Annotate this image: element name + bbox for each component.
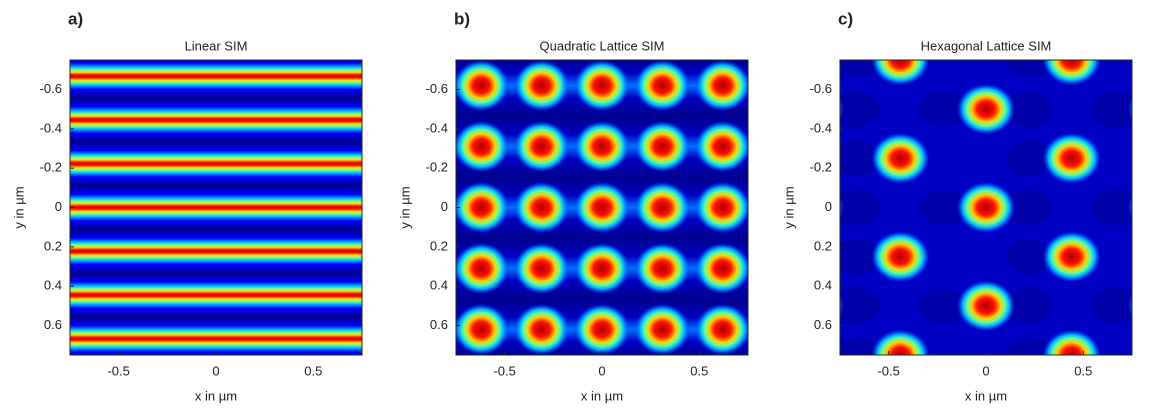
- heatmap: [456, 60, 748, 355]
- panel: c) Hexagonal Lattice SIM -0.5 0 0.5 -0.6 -0.4 -…: [781, 9, 1133, 403]
- x-tick-label: 0: [982, 363, 989, 378]
- panel: a) Linear SIM -0.5 0 0.5 -0.6 -0.4 -0.2 0 0.2 0.4 0…: [11, 9, 363, 403]
- y-axis-label: y in µm: [781, 186, 796, 228]
- y-axis-label: y in µm: [397, 186, 412, 228]
- y-tick-label: -0.2: [40, 160, 62, 175]
- y-tick-label: 0.4: [44, 278, 62, 293]
- chart-title: Linear SIM: [185, 38, 248, 53]
- x-tick-label: -0.5: [107, 363, 129, 378]
- y-tick-label: 0.4: [814, 278, 832, 293]
- y-tick-label: 0: [825, 199, 832, 214]
- x-axis-label: x in µm: [581, 388, 623, 403]
- heatmap: [70, 60, 362, 355]
- y-tick-label: 0.6: [814, 317, 832, 332]
- chart-title: Hexagonal Lattice SIM: [921, 38, 1052, 53]
- y-tick-label: 0.6: [44, 317, 62, 332]
- chart-title: Quadratic Lattice SIM: [540, 38, 665, 53]
- x-tick-label: 0.5: [690, 363, 708, 378]
- x-tick-label: 0.5: [1074, 363, 1092, 378]
- x-tick-label: 0: [598, 363, 605, 378]
- y-tick-label: 0.2: [430, 238, 448, 253]
- y-tick-label: 0: [55, 199, 62, 214]
- x-tick-label: 0.5: [304, 363, 322, 378]
- y-axis-label: y in µm: [11, 186, 26, 228]
- panel: b) Quadratic Lattice SIM -0.5 0 0.5 -0.6 -0.4 -…: [397, 9, 749, 403]
- x-axis-label: x in µm: [195, 388, 237, 403]
- y-tick-label: -0.2: [810, 160, 832, 175]
- x-tick-label: 0: [212, 363, 219, 378]
- panel-label: b): [454, 9, 470, 28]
- x-tick-label: -0.5: [493, 363, 515, 378]
- y-tick-label: -0.4: [40, 120, 62, 135]
- x-axis-label: x in µm: [965, 388, 1007, 403]
- y-tick-label: -0.4: [426, 120, 448, 135]
- y-tick-label: 0.2: [44, 238, 62, 253]
- y-tick-label: 0.2: [814, 238, 832, 253]
- y-tick-label: -0.4: [810, 120, 832, 135]
- y-tick-label: -0.6: [40, 81, 62, 96]
- y-tick-label: 0.4: [430, 278, 448, 293]
- y-tick-label: 0.6: [430, 317, 448, 332]
- y-tick-label: -0.2: [426, 160, 448, 175]
- y-tick-label: -0.6: [426, 81, 448, 96]
- x-tick-label: -0.5: [877, 363, 899, 378]
- y-tick-label: 0: [441, 199, 448, 214]
- heatmap: [840, 60, 1132, 355]
- y-tick-label: -0.6: [810, 81, 832, 96]
- panel-label: a): [68, 9, 83, 28]
- panel-label: c): [838, 9, 853, 28]
